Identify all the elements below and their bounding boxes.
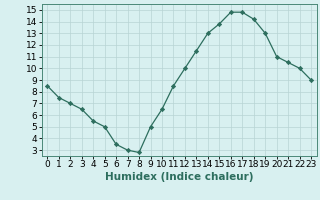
X-axis label: Humidex (Indice chaleur): Humidex (Indice chaleur): [105, 172, 253, 182]
